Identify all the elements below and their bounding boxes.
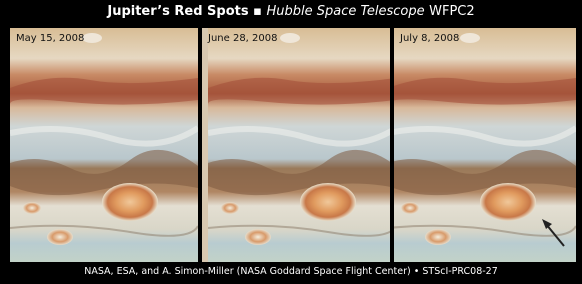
separator: ▪ — [253, 4, 262, 19]
jupiter-image — [202, 28, 390, 262]
date-label: June 28, 2008 — [208, 33, 278, 44]
title-text: Jupiter’s Red Spots — [107, 4, 248, 19]
page: Jupiter’s Red Spots ▪ Hubble Space Teles… — [0, 0, 582, 284]
date-label: July 8, 2008 — [400, 33, 459, 44]
credit: NASA, ESA, and A. Simon-Miller (NASA God… — [0, 266, 582, 277]
instrument: WFPC2 — [429, 4, 475, 19]
jupiter-image — [10, 28, 198, 262]
instrument-italic: Hubble Space Telescope — [267, 4, 425, 19]
panel: May 15, 2008 — [10, 28, 198, 262]
jupiter-image — [394, 28, 582, 262]
title: Jupiter’s Red Spots ▪ Hubble Space Teles… — [0, 4, 582, 19]
panel: June 28, 2008 — [202, 28, 390, 262]
panel: July 8, 2008 — [394, 28, 582, 262]
date-label: May 15, 2008 — [16, 33, 84, 44]
